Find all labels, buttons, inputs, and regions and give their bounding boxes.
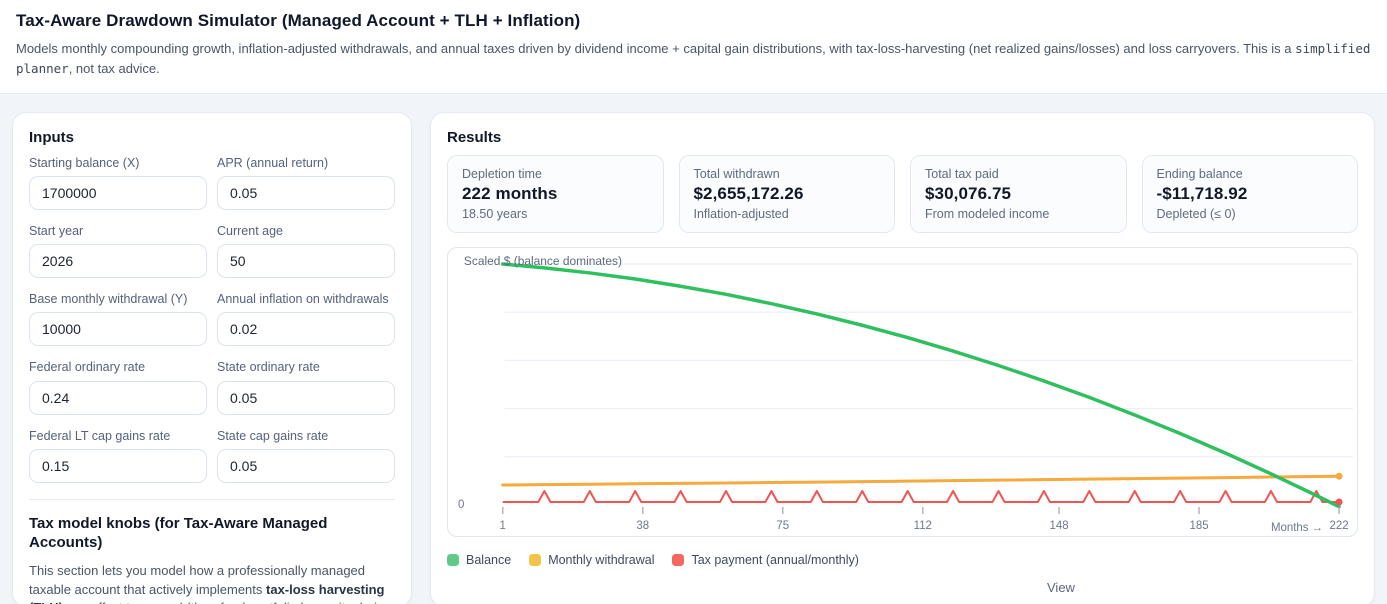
main-content: Inputs Starting balance (X) APR (annual r…	[0, 93, 1387, 604]
legend-swatch-icon	[529, 553, 542, 566]
field-label: Federal ordinary rate	[29, 360, 146, 375]
starting-balance-x-input[interactable]	[29, 175, 207, 210]
legend-item-monthly-withdrawal: Monthly withdrawal	[529, 553, 654, 567]
x-axis-tick-label: 148	[1049, 519, 1068, 531]
monthly-withdrawal-line	[501, 474, 1341, 486]
stat-value: $30,076.75	[925, 183, 1012, 203]
state-ordinary-rate-input[interactable]	[217, 380, 395, 415]
field-state-cap-gains-rate: State cap gains rate	[217, 428, 395, 483]
tax-knobs-text: This section lets you model how a profes…	[29, 562, 366, 597]
start-year-input[interactable]	[29, 244, 207, 278]
field-label: Start year	[29, 223, 84, 238]
x-axis-tick-label: 222	[1330, 519, 1349, 531]
chart-title: Scaled $ (balance dominates)	[464, 253, 622, 267]
stat-subtext: Inflation-adjusted	[693, 206, 789, 221]
description-code-snippet: simplified planner	[16, 41, 1371, 76]
stat-value: $2,655,172.26	[693, 183, 804, 203]
stat-subtext: 18.50 years	[462, 206, 528, 221]
stat-card-total-withdrawn: Total withdrawn $2,655,172.26 Inflation-ad…	[678, 154, 895, 233]
legend-label: Balance	[466, 552, 512, 567]
current-age-input[interactable]	[217, 244, 395, 278]
field-label: Annual inflation on withdrawals	[217, 292, 389, 306]
field-label: Current age	[217, 223, 284, 238]
field-starting-balance-x: Starting balance (X)	[29, 155, 207, 210]
field-label: State cap gains rate	[217, 428, 329, 443]
stat-value: 222 months	[462, 183, 558, 203]
field-label: Federal LT cap gains rate	[29, 428, 171, 443]
tax-endpoint-dot	[1335, 498, 1343, 505]
stat-label: Total withdrawn	[693, 166, 780, 181]
federal-lt-cap-gains-rate-input[interactable]	[29, 448, 207, 483]
field-label: State ordinary rate	[217, 360, 320, 375]
stats-row: Depletion time 222 months 18.50 years Total…	[447, 154, 1358, 233]
inputs-panel: Inputs Starting balance (X) APR (annual r…	[12, 111, 412, 604]
legend-label: Tax payment (annual/monthly)	[691, 552, 859, 567]
x-axis-tick-label: 38	[636, 519, 649, 531]
stat-label: Total tax paid	[925, 166, 999, 181]
stat-card-depletion-time: Depletion time 222 months 18.50 years	[447, 154, 664, 233]
field-start-year: Start year	[29, 223, 207, 278]
description-text-tail: , not tax advice.	[68, 60, 160, 76]
page-description: Models monthly compounding growth, infla…	[16, 39, 1371, 79]
field-apr-annual-return: APR (annual return)	[217, 155, 395, 210]
inputs-title: Inputs	[29, 128, 74, 146]
field-annual-inflation-on-withdrawals: Annual inflation on withdrawals	[217, 291, 395, 347]
stat-card-total-tax-paid: Total tax paid $30,076.75 From modeled inc…	[910, 154, 1127, 233]
field-current-age: Current age	[217, 223, 395, 278]
field-label: Base monthly withdrawal (Y)	[29, 292, 188, 306]
stat-card-ending-balance: Ending balance -$11,718.92 Depleted (≤ 0)	[1141, 154, 1358, 233]
stat-label: Depletion time	[462, 166, 542, 181]
field-label: Starting balance (X)	[29, 155, 140, 170]
state-cap-gains-rate-input[interactable]	[217, 448, 395, 483]
x-axis-tick-label: 1	[500, 519, 506, 531]
results-title: Results	[447, 128, 502, 146]
stat-subtext: Depleted (≤ 0)	[1156, 206, 1236, 221]
base-monthly-withdrawal-y-input[interactable]	[29, 312, 207, 347]
tax-knobs-text-tail: can affect taxes and (therefore) portfol…	[63, 600, 392, 604]
tax-payment-line	[502, 489, 1340, 503]
stat-value: -$11,718.92	[1156, 183, 1248, 203]
withdrawal-endpoint-dot	[1335, 472, 1343, 480]
balance-line	[501, 261, 1341, 508]
x-axis-tick-label: 112	[914, 519, 932, 531]
x-axis-label: Months →	[1271, 521, 1323, 533]
chart-legend: Balance Monthly withdrawal Tax payment (an…	[447, 553, 1358, 567]
annual-inflation-on-withdrawals-input[interactable]	[217, 312, 395, 347]
field-base-monthly-withdrawal-y: Base monthly withdrawal (Y)	[29, 291, 207, 347]
tax-knobs-title: Tax model knobs (for Tax-Aware Managed A…	[29, 514, 328, 552]
section-divider	[29, 498, 395, 500]
y-zero-label: 0	[458, 498, 464, 510]
field-state-ordinary-rate: State ordinary rate	[217, 359, 395, 415]
x-axis-tick-label: 75	[776, 519, 789, 531]
stat-subtext: From modeled income	[925, 206, 1050, 221]
view-label: View	[1047, 579, 1075, 595]
description-text: Models monthly compounding growth, infla…	[16, 41, 1296, 56]
drawdown-chart: 1 38 75 112 148 185 222 Months → 0 Scaled $ (bala…	[447, 246, 1358, 537]
page-title: Tax-Aware Drawdown Simulator (Managed Ac…	[16, 11, 581, 30]
tax-knobs-bold-text: tax-loss harvesting (TLH)	[29, 581, 385, 604]
field-label: APR (annual return)	[217, 155, 329, 170]
legend-swatch-icon	[447, 553, 459, 566]
chart-svg: 1 38 75 112 148 185 222 Months → 0 Scaled $ (bala…	[458, 253, 1354, 534]
federal-ordinary-rate-input[interactable]	[29, 380, 207, 415]
results-panel: Results Depletion time 222 months 18.50 ye…	[430, 111, 1375, 604]
legend-label: Monthly withdrawal	[548, 552, 655, 567]
x-axis-tick-label: 185	[1190, 519, 1209, 531]
tax-knobs-description: This section lets you model how a profes…	[29, 562, 395, 604]
field-federal-lt-cap-gains-rate: Federal LT cap gains rate	[29, 428, 207, 483]
stat-label: Ending balance	[1156, 166, 1243, 181]
legend-item-balance: Balance	[447, 553, 511, 567]
apr-annual-return-input[interactable]	[217, 175, 395, 210]
app-header: Tax-Aware Drawdown Simulator (Managed Ac…	[0, 0, 1387, 94]
field-federal-ordinary-rate: Federal ordinary rate	[29, 359, 207, 415]
inputs-grid: Starting balance (X) APR (annual return) S…	[29, 155, 395, 483]
legend-item-tax-payment-annual-monthly: Tax payment (annual/monthly)	[672, 552, 859, 567]
legend-swatch-icon	[672, 553, 685, 566]
